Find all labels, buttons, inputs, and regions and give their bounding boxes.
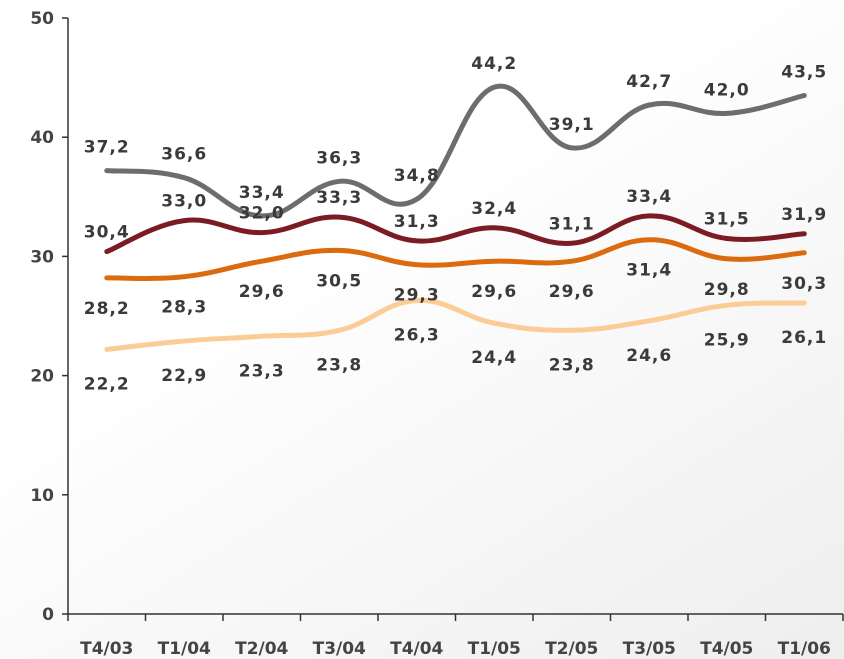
data-label-series-3: 31,4 <box>626 261 672 281</box>
x-tick-label: T1/06 <box>778 639 831 659</box>
data-label-series-2: 31,1 <box>549 214 595 234</box>
data-label-series-2: 31,9 <box>781 205 827 225</box>
x-tick-label: T1/04 <box>158 639 211 659</box>
data-label-series-1: 42,7 <box>626 72 672 92</box>
data-label-series-3: 30,3 <box>781 274 827 294</box>
series-lines <box>104 83 807 352</box>
data-label-series-3: 28,3 <box>161 298 207 318</box>
data-label-series-1: 34,8 <box>394 166 440 186</box>
data-label-series-3: 29,6 <box>549 282 595 302</box>
data-label-series-4: 22,9 <box>161 366 207 386</box>
axes: 0 10 20 30 40 50 T4/03 T1/04 T2/04 T3/04 T4/04 T1/0… <box>30 9 844 659</box>
y-tick-label: 0 <box>42 605 54 625</box>
data-label-series-1: 36,6 <box>161 145 207 165</box>
series-line-3 <box>104 237 807 281</box>
y-tick-label: 10 <box>30 486 54 506</box>
data-label-series-1: 43,5 <box>781 62 827 82</box>
data-label-series-2: 33,0 <box>161 192 207 212</box>
data-label-series-3: 30,5 <box>316 271 362 291</box>
data-label-series-2: 33,3 <box>316 188 362 208</box>
data-label-series-1: 36,3 <box>316 148 362 168</box>
data-label-series-2: 32,0 <box>239 204 285 224</box>
x-tick-label: T4/03 <box>80 639 133 659</box>
data-label-series-3: 29,8 <box>704 280 750 300</box>
data-label-series-3: 29,6 <box>471 282 517 302</box>
data-label-series-4: 23,3 <box>239 361 285 381</box>
data-label-series-2: 31,3 <box>394 212 440 232</box>
data-label-series-4: 23,8 <box>316 355 362 375</box>
y-tick-label: 50 <box>30 9 54 29</box>
x-tick-label: T3/04 <box>313 639 366 659</box>
data-label-series-3: 29,6 <box>239 282 285 302</box>
data-label-series-4: 26,1 <box>781 328 827 348</box>
data-label-series-4: 25,9 <box>704 330 750 350</box>
data-label-series-4: 24,4 <box>471 348 517 368</box>
data-label-series-4: 23,8 <box>549 355 595 375</box>
series-line-4 <box>104 297 807 352</box>
y-tick-label: 20 <box>30 367 54 387</box>
x-tick-label: T2/05 <box>545 639 598 659</box>
data-label-series-3: 28,2 <box>84 299 130 319</box>
data-label-series-1: 44,2 <box>471 54 517 74</box>
x-tick-label: T4/04 <box>390 639 443 659</box>
data-label-series-1: 33,4 <box>239 183 285 203</box>
data-labels: 37,2 36,6 33,4 36,3 34,8 44,2 39,1 42,7 42,0 43,5… <box>84 54 827 394</box>
series-line-2 <box>104 213 807 255</box>
data-label-series-3: 29,3 <box>394 286 440 306</box>
series-line-1 <box>104 83 807 219</box>
data-label-series-2: 30,4 <box>84 223 130 243</box>
x-tick-label: T2/04 <box>235 639 288 659</box>
data-label-series-2: 33,4 <box>626 187 672 207</box>
x-tick-label: T4/05 <box>700 639 753 659</box>
data-label-series-2: 31,5 <box>704 210 750 230</box>
y-tick-label: 40 <box>30 128 54 148</box>
y-tick-label: 30 <box>30 247 54 267</box>
data-label-series-4: 26,3 <box>394 326 440 346</box>
data-label-series-4: 24,6 <box>626 346 672 366</box>
data-label-series-1: 39,1 <box>549 115 595 135</box>
data-label-series-4: 22,2 <box>84 374 130 394</box>
x-tick-label: T3/05 <box>623 639 676 659</box>
x-tick-label: T1/05 <box>468 639 521 659</box>
data-label-series-2: 32,4 <box>471 199 517 219</box>
data-label-series-1: 37,2 <box>84 138 130 158</box>
data-label-series-1: 42,0 <box>704 80 750 100</box>
